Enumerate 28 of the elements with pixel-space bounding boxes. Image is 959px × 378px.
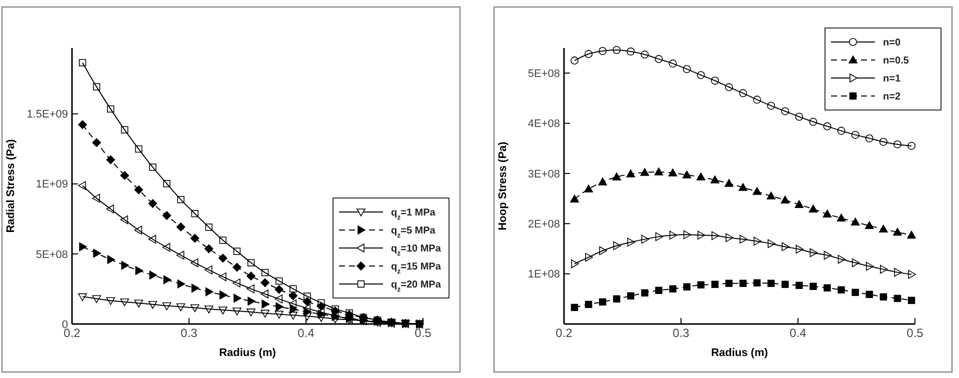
y-axis-title: Hoop Stress (Pa): [497, 141, 509, 230]
legend-label: q$_{z}$=20 MPa: [391, 280, 442, 293]
x-tick-label: 0.3: [672, 326, 690, 340]
x-tick-label: 0.5: [414, 326, 432, 340]
y-tick-label: 4E+08: [528, 118, 560, 130]
y-tick-label: 5E+08: [528, 68, 560, 80]
x-tick-label: 0.4: [298, 326, 315, 340]
legend-label: q$_{z}$=10 MPa: [391, 244, 442, 257]
x-tick-label: 0.3: [180, 326, 198, 340]
y-axis-title: Radial Stress (Pa): [5, 138, 17, 233]
x-tick-label: 0.2: [556, 326, 573, 340]
legend-label: n=2: [883, 92, 901, 102]
y-tick-label: 1E+08: [528, 268, 560, 281]
y-tick-label: 5E+08: [36, 248, 68, 261]
x-tick-label: 0.5: [906, 326, 924, 340]
y-tick-label: 1E+09: [36, 178, 68, 191]
y-tick-label: 3E+08: [528, 168, 560, 180]
y-tick-label: 2E+08: [528, 218, 560, 230]
y-tick-label: 1.5E+09: [26, 108, 68, 121]
legend-label: n=1: [883, 74, 901, 84]
legend-label: q$_{z}$=15 MPa: [391, 262, 442, 275]
legend-label: n=0: [883, 38, 901, 48]
x-tick-label: 0.4: [790, 326, 807, 340]
legend-label: q$_{z}$=5 MPa: [391, 226, 436, 239]
x-axis-title: Radius (m): [711, 347, 768, 359]
x-axis-title: Radius (m): [219, 347, 276, 359]
legend-label: n=0.5: [883, 56, 910, 66]
legend-label: q$_{z}$=1 MPa: [391, 208, 436, 221]
